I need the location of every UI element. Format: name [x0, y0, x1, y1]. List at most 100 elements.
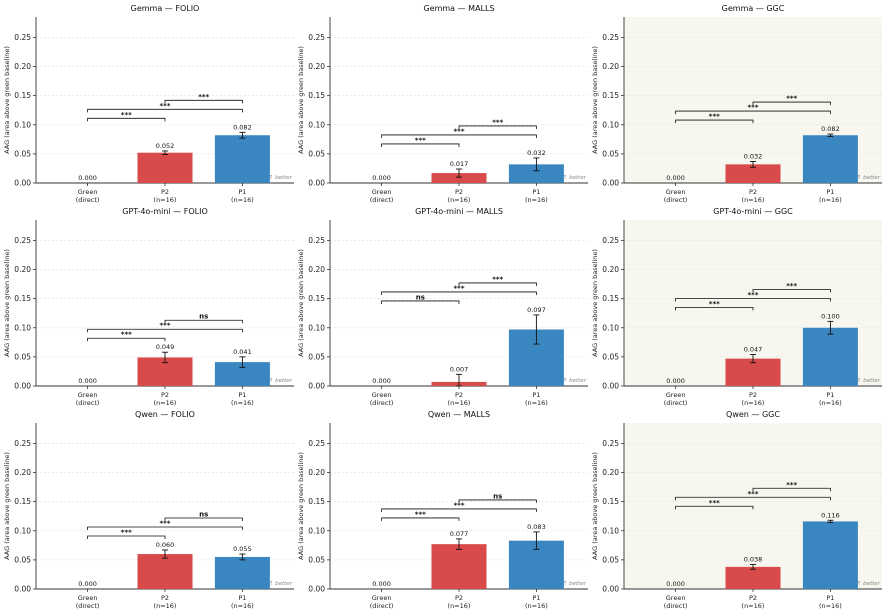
subplot-title: Gemma — FOLIO [131, 4, 200, 13]
subplot-title: Qwen — FOLIO [135, 410, 195, 419]
y-tick-label: 0.05 [602, 352, 619, 361]
bar-p2 [725, 358, 781, 386]
x-tick-sublabel: (direct) [370, 399, 394, 407]
y-tick-label: 0.15 [602, 294, 619, 303]
significance-bracket [752, 101, 831, 106]
significance-label: *** [198, 93, 209, 101]
better-hint: ↑ better [269, 377, 293, 384]
y-tick-label: 0.15 [14, 497, 31, 506]
significance-bracket [381, 143, 460, 147]
x-tick-sublabel: (direct) [664, 602, 688, 610]
x-tick-label: P2 [161, 594, 169, 602]
y-tick-label: 0.25 [602, 236, 619, 245]
significance-label: ns [199, 313, 208, 321]
x-tick-label: P2 [749, 391, 757, 399]
bar-p1 [802, 327, 858, 386]
bar-p1 [508, 164, 564, 183]
significance-bracket [458, 125, 537, 129]
x-tick-label: P2 [161, 391, 169, 399]
y-tick-label: 0.15 [308, 91, 325, 100]
x-tick-label: P1 [532, 391, 540, 399]
significance-label: *** [492, 118, 503, 126]
y-tick-label: 0.20 [308, 468, 325, 477]
significance-label: *** [709, 113, 720, 121]
y-tick-label: 0.00 [14, 382, 31, 391]
x-tick-sublabel: (direct) [76, 399, 100, 407]
significance-bracket [164, 517, 243, 521]
bar-p1 [214, 556, 270, 589]
value-label: 0.083 [527, 523, 546, 531]
value-label: 0.077 [450, 530, 469, 538]
x-tick-sublabel: (n=16) [525, 399, 548, 407]
bar-p2 [137, 554, 193, 589]
significance-label: *** [454, 501, 465, 509]
better-hint: ↑ better [857, 377, 881, 384]
bar-p1 [802, 521, 858, 589]
y-tick-label: 0.00 [14, 585, 31, 594]
significance-label: *** [709, 499, 720, 507]
y-tick-label: 0.25 [602, 33, 619, 42]
subplot-title: GPT-4o-mini — FOLIO [122, 207, 208, 216]
significance-label: *** [786, 481, 797, 489]
significance-bracket [87, 526, 243, 530]
x-tick-sublabel: (n=16) [448, 399, 471, 407]
y-axis-label: AAG (area above green baseline) [3, 249, 11, 357]
x-tick-sublabel: (direct) [664, 196, 688, 204]
significance-bracket [87, 108, 243, 113]
x-tick-label: P1 [238, 594, 246, 602]
bar-p1 [802, 135, 858, 183]
significance-label: *** [786, 95, 797, 103]
significance-label: *** [748, 490, 759, 498]
y-tick-label: 0.00 [602, 585, 619, 594]
x-tick-label: P1 [826, 594, 834, 602]
significance-label: *** [709, 300, 720, 308]
x-tick-sublabel: (n=16) [742, 399, 765, 407]
y-tick-label: 0.05 [14, 352, 31, 361]
bar-p2 [137, 152, 193, 183]
y-tick-label: 0.00 [308, 585, 325, 594]
y-tick-label: 0.15 [14, 91, 31, 100]
significance-bracket [675, 306, 754, 311]
y-tick-label: 0.10 [14, 323, 31, 332]
x-tick-sublabel: (n=16) [231, 196, 254, 204]
subplot-title: Gemma — MALLS [423, 4, 494, 13]
y-tick-label: 0.10 [602, 323, 619, 332]
subplot-title: Gemma — GGC [722, 4, 785, 13]
x-tick-label: P2 [455, 391, 463, 399]
y-tick-label: 0.05 [308, 352, 325, 361]
x-tick-sublabel: (n=16) [154, 602, 177, 610]
x-tick-sublabel: (n=16) [742, 602, 765, 610]
y-tick-label: 0.00 [308, 382, 325, 391]
value-label: 0.052 [156, 142, 175, 150]
significance-bracket [675, 496, 831, 501]
significance-bracket [164, 99, 243, 104]
value-label: 0.041 [233, 348, 252, 356]
y-tick-label: 0.20 [14, 62, 31, 71]
x-tick-label: P2 [161, 188, 169, 196]
x-tick-sublabel: (n=16) [154, 196, 177, 204]
x-tick-sublabel: (n=16) [525, 602, 548, 610]
x-tick-label: P1 [532, 188, 540, 196]
y-tick-label: 0.05 [602, 555, 619, 564]
significance-bracket [675, 110, 831, 115]
y-tick-label: 0.20 [602, 265, 619, 274]
y-tick-label: 0.25 [308, 439, 325, 448]
y-tick-label: 0.15 [602, 497, 619, 506]
value-label: 0.082 [233, 123, 252, 131]
y-tick-label: 0.25 [602, 439, 619, 448]
bar-p2 [431, 173, 487, 183]
subplot-title: Qwen — GGC [726, 410, 780, 419]
significance-bracket [752, 487, 831, 492]
y-tick-label: 0.20 [308, 265, 325, 274]
y-tick-label: 0.20 [14, 265, 31, 274]
value-label: 0.060 [156, 541, 175, 549]
x-tick-sublabel: (n=16) [819, 602, 842, 610]
y-tick-label: 0.20 [14, 468, 31, 477]
y-tick-label: 0.10 [14, 120, 31, 129]
x-tick-label: Green [666, 391, 686, 399]
significance-label: ns [416, 293, 425, 301]
better-hint: ↑ better [857, 174, 881, 181]
x-tick-sublabel: (n=16) [231, 399, 254, 407]
